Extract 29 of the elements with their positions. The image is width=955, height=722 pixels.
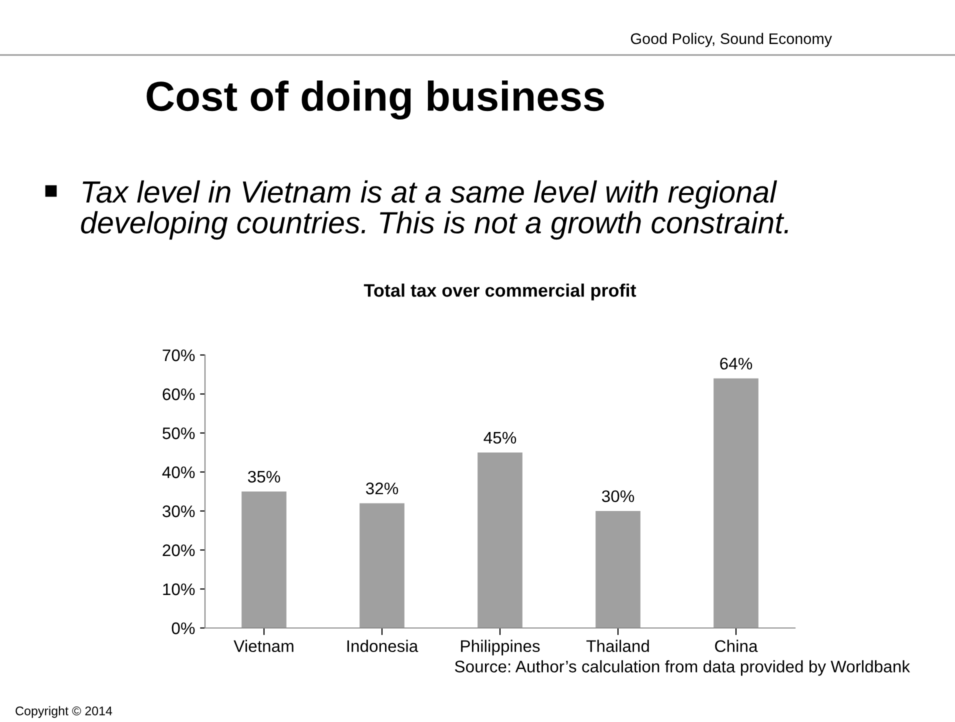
- bar: [242, 492, 286, 628]
- text: Cost of doing business: [146, 80, 604, 120]
- source-note: Source: Author’s calculation from data provided by Worldbank: [454, 660, 910, 676]
- y-tick-label: 20%: [162, 544, 195, 556]
- bar: [360, 503, 404, 628]
- data-label: 30%: [602, 490, 634, 502]
- y-tick-label: 60%: [162, 388, 195, 400]
- data-label: 35%: [248, 470, 280, 483]
- y-tick-label: 0%: [172, 622, 195, 634]
- bar: [596, 511, 640, 628]
- x-tick-label: China: [715, 640, 758, 652]
- text: Good Policy, Sound Economy: [630, 32, 832, 48]
- text: Copyright © 2014: [16, 706, 112, 718]
- x-tick-label: Philippines: [461, 640, 540, 656]
- x-tick-label: Vietnam: [234, 640, 294, 652]
- y-tick-label: 30%: [162, 505, 195, 518]
- chart-title: Total tax over commercial profit: [364, 284, 636, 300]
- data-label: 45%: [484, 432, 516, 444]
- x-tick-label: Indonesia: [347, 640, 418, 652]
- y-tick-label: 70%: [162, 349, 195, 362]
- data-label: 64%: [720, 358, 752, 370]
- text: Tax level in Vietnam is at a same level with regional developing countries. This is not a growth constraint.: [81, 180, 788, 240]
- y-tick-label: 50%: [162, 427, 195, 440]
- bar: [714, 378, 758, 628]
- y-tick-label: 40%: [162, 466, 195, 478]
- y-tick-label: 10%: [163, 583, 195, 596]
- data-label: 32%: [366, 482, 398, 494]
- bar: [478, 452, 522, 628]
- x-tick-label: Thailand: [586, 640, 649, 652]
